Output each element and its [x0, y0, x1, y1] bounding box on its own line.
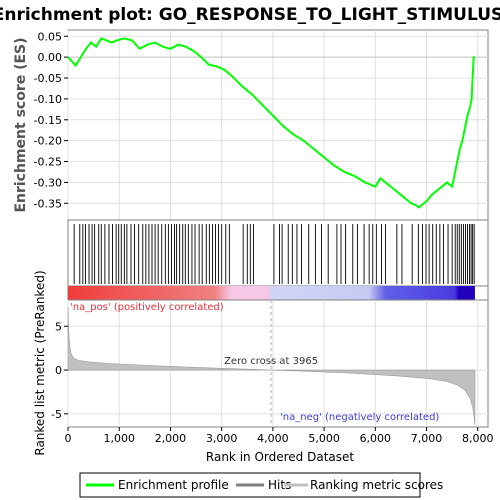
x-tick-label: 4,000: [257, 432, 289, 445]
es-ytick-label: 0.00: [38, 51, 63, 64]
rank-gradient-bar: [68, 286, 475, 300]
x-tick-label: 2,000: [155, 432, 187, 445]
metric-plot-frame: [67, 299, 489, 428]
es-ytick-label: -0.25: [34, 156, 62, 169]
es-ytick-label: 0.05: [38, 30, 63, 43]
x-tick-label: 0: [65, 432, 72, 445]
zero-cross-label: Zero cross at 3965: [224, 356, 318, 367]
ranking-metric-area: [67, 307, 476, 426]
metric-ytick-label: -5: [51, 408, 62, 421]
x-tick-label: 1,000: [103, 432, 135, 445]
metric-y-axis-label: Ranked list metric (PreRanked): [33, 270, 47, 455]
x-tick-label: 5,000: [308, 432, 340, 445]
x-tick-label: 8,000: [462, 432, 494, 445]
legend-label-metric: Ranking metric scores: [310, 478, 443, 492]
legend-label-hits: Hits: [268, 478, 291, 492]
es-panel: 0.05 0.00 -0.05 -0.10 -0.15 -0.20 -0.25 -0.30 -0…: [13, 29, 489, 221]
hits-panel: [67, 219, 489, 301]
chart-title: Enrichment plot: GO_RESPONSE_TO_LIGHT_ST…: [0, 5, 500, 25]
es-ytick-label: -0.30: [34, 176, 62, 189]
es-plot-frame: [67, 29, 489, 221]
es-ytick-label: -0.05: [34, 72, 62, 85]
x-tick-label: 3,000: [206, 432, 238, 445]
metric-ytick-label: 5: [55, 320, 62, 333]
es-y-axis-label: Enrichment score (ES): [13, 37, 29, 212]
legend-label-enrichment: Enrichment profile: [118, 478, 229, 492]
es-ytick-label: -0.20: [34, 135, 62, 148]
es-ytick-label: -0.15: [34, 114, 62, 127]
x-tick-label: 7,000: [411, 432, 443, 445]
metric-panel: 50-5 'na_pos' (positively correlated) 'n…: [33, 270, 489, 456]
legend: Enrichment profile Hits Ranking metric s…: [79, 472, 443, 498]
metric-ytick-label: 0: [55, 364, 62, 377]
neg-label: 'na_neg' (negatively correlated): [280, 412, 439, 423]
x-tick-label: 6,000: [360, 432, 392, 445]
enrichment-profile-line: [67, 37, 476, 209]
x-axis-label: Rank in Ordered Dataset: [206, 450, 354, 464]
pos-label: 'na_pos' (positively correlated): [70, 302, 224, 313]
es-ytick-label: -0.10: [34, 93, 62, 106]
es-ytick-label: -0.35: [34, 197, 62, 210]
x-axis: 0 1,000 2,000 3,000 4,000 5,000 6,000 7,000 8,00…: [65, 427, 494, 445]
